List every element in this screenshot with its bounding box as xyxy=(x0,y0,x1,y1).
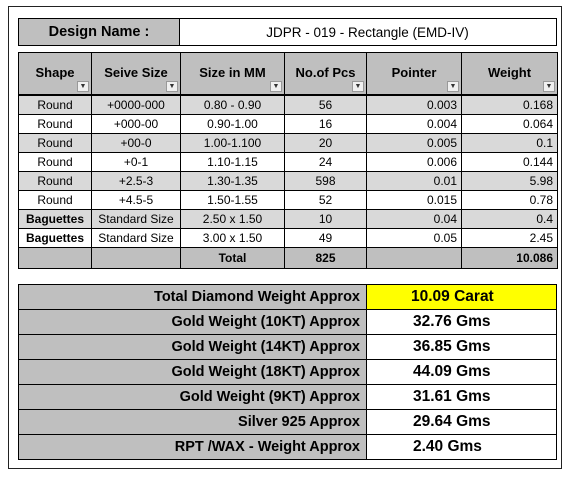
filter-dropdown-icon[interactable]: ▼ xyxy=(447,81,459,92)
table-cell-pcs: 598 xyxy=(284,171,367,191)
table-cell-pcs: 10 xyxy=(284,209,367,229)
table-cell-sieve: Standard Size xyxy=(91,228,181,248)
table-cell-weight: 0.78 xyxy=(461,190,558,210)
design-name-value: JDPR - 019 - Rectangle (EMD-IV) xyxy=(179,18,557,46)
table-cell-size: 1.50-1.55 xyxy=(180,190,285,210)
table-cell-weight: 0.4 xyxy=(461,209,558,229)
table-cell-pointer: 0.04 xyxy=(366,209,462,229)
col-header-label: Shape xyxy=(35,65,75,80)
col-header-label: Size in MM xyxy=(199,65,266,80)
col-header-pcs: No.of Pcs ▼ xyxy=(284,52,367,95)
table-cell-shape: Round xyxy=(18,95,92,115)
table-cell-size: 0.80 - 0.90 xyxy=(180,95,285,115)
table-cell-shape: Baguettes xyxy=(18,209,92,229)
table-cell-pcs: 16 xyxy=(284,114,367,134)
summary-value: 32.76 Gms xyxy=(366,309,557,335)
table-cell-weight: 5.98 xyxy=(461,171,558,191)
table-cell-pointer: 0.01 xyxy=(366,171,462,191)
total-label: Total xyxy=(180,247,285,269)
table-cell-pcs: 49 xyxy=(284,228,367,248)
total-pcs: 825 xyxy=(284,247,367,269)
table-cell-shape: Baguettes xyxy=(18,228,92,248)
table-cell-sieve: Standard Size xyxy=(91,209,181,229)
col-header-sieve: Seive Size ▼ xyxy=(91,52,181,95)
table-cell-shape: Round xyxy=(18,171,92,191)
table-cell-shape: Round xyxy=(18,133,92,153)
col-header-label: Pointer xyxy=(391,65,437,80)
summary-label: Gold Weight (14KT) Approx xyxy=(18,334,367,360)
table-cell-sieve: +2.5-3 xyxy=(91,171,181,191)
summary-label: Gold Weight (9KT) Approx xyxy=(18,384,367,410)
table-cell-size: 1.00-1.100 xyxy=(180,133,285,153)
table-cell-sieve: +0-1 xyxy=(91,152,181,172)
table-cell-pcs: 24 xyxy=(284,152,367,172)
total-row-blank xyxy=(366,247,462,269)
table-cell-weight: 0.144 xyxy=(461,152,558,172)
table-cell-pointer: 0.015 xyxy=(366,190,462,210)
filter-dropdown-icon[interactable]: ▼ xyxy=(77,81,89,92)
table-cell-sieve: +4.5-5 xyxy=(91,190,181,210)
filter-dropdown-icon[interactable]: ▼ xyxy=(270,81,282,92)
table-cell-size: 2.50 x 1.50 xyxy=(180,209,285,229)
summary-label: Gold Weight (10KT) Approx xyxy=(18,309,367,335)
col-header-size: Size in MM ▼ xyxy=(180,52,285,95)
summary-value: 31.61 Gms xyxy=(366,384,557,410)
total-row-blank xyxy=(91,247,181,269)
table-cell-pointer: 0.004 xyxy=(366,114,462,134)
table-cell-pcs: 56 xyxy=(284,95,367,115)
col-header-label: Seive Size xyxy=(104,65,168,80)
summary-value: 44.09 Gms xyxy=(366,359,557,385)
table-cell-shape: Round xyxy=(18,152,92,172)
summary-value: 10.09 Carat xyxy=(366,284,557,310)
summary-label: Silver 925 Approx xyxy=(18,409,367,435)
filter-dropdown-icon[interactable]: ▼ xyxy=(166,81,178,92)
filter-sort-icon[interactable]: ▼ xyxy=(352,81,364,92)
col-header-label: No.of Pcs xyxy=(295,65,356,80)
table-cell-weight: 0.1 xyxy=(461,133,558,153)
summary-label: RPT /WAX - Weight Approx xyxy=(18,434,367,460)
col-header-pointer: Pointer ▼ xyxy=(366,52,462,95)
table-cell-size: 0.90-1.00 xyxy=(180,114,285,134)
summary-label: Total Diamond Weight Approx xyxy=(18,284,367,310)
design-name-label: Design Name : xyxy=(18,18,180,46)
table-cell-weight: 0.168 xyxy=(461,95,558,115)
table-cell-weight: 0.064 xyxy=(461,114,558,134)
table-cell-shape: Round xyxy=(18,190,92,210)
table-cell-pointer: 0.05 xyxy=(366,228,462,248)
total-row-blank xyxy=(18,247,92,269)
table-cell-size: 3.00 x 1.50 xyxy=(180,228,285,248)
col-header-weight: Weight ▼ xyxy=(461,52,558,95)
summary-value: 36.85 Gms xyxy=(366,334,557,360)
table-cell-sieve: +0000-000 xyxy=(91,95,181,115)
col-header-shape: Shape ▼ xyxy=(18,52,92,95)
table-cell-pcs: 52 xyxy=(284,190,367,210)
summary-value: 2.40 Gms xyxy=(366,434,557,460)
table-cell-pointer: 0.006 xyxy=(366,152,462,172)
table-cell-weight: 2.45 xyxy=(461,228,558,248)
summary-label: Gold Weight (18KT) Approx xyxy=(18,359,367,385)
summary-value: 29.64 Gms xyxy=(366,409,557,435)
total-weight: 10.086 xyxy=(461,247,558,269)
table-cell-sieve: +000-00 xyxy=(91,114,181,134)
table-cell-size: 1.30-1.35 xyxy=(180,171,285,191)
table-cell-pcs: 20 xyxy=(284,133,367,153)
table-cell-sieve: +00-0 xyxy=(91,133,181,153)
table-cell-pointer: 0.003 xyxy=(366,95,462,115)
col-header-label: Weight xyxy=(487,65,532,80)
table-cell-shape: Round xyxy=(18,114,92,134)
filter-dropdown-icon[interactable]: ▼ xyxy=(543,81,555,92)
table-cell-pointer: 0.005 xyxy=(366,133,462,153)
table-cell-size: 1.10-1.15 xyxy=(180,152,285,172)
